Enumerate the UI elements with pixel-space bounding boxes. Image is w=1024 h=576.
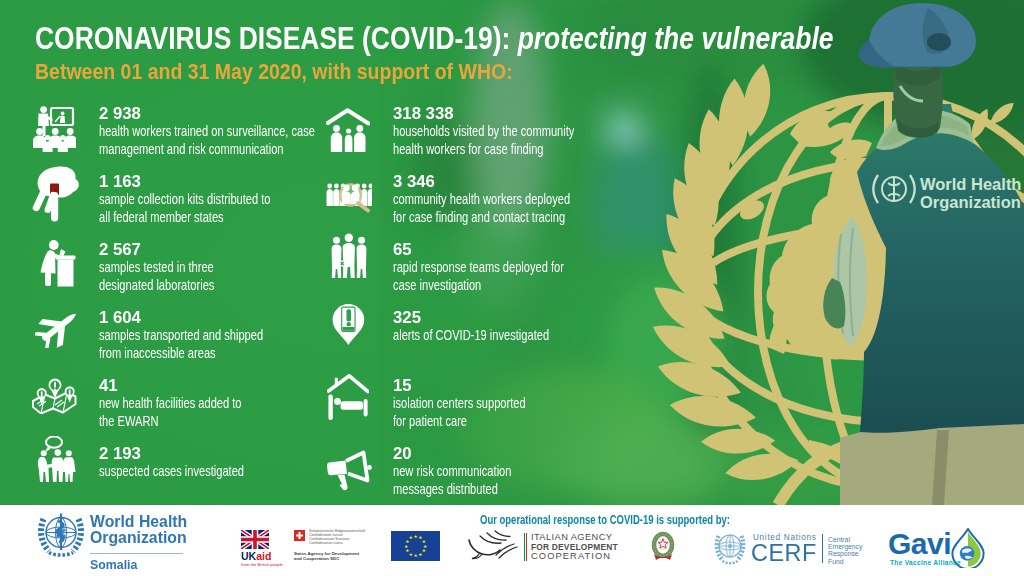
svg-text:★: ★ bbox=[413, 534, 417, 539]
svg-text:★: ★ bbox=[409, 535, 413, 540]
svg-text:★: ★ bbox=[405, 548, 409, 553]
svg-text:★: ★ bbox=[404, 544, 408, 549]
svg-text:★: ★ bbox=[418, 552, 422, 557]
svg-text:★: ★ bbox=[413, 553, 417, 558]
